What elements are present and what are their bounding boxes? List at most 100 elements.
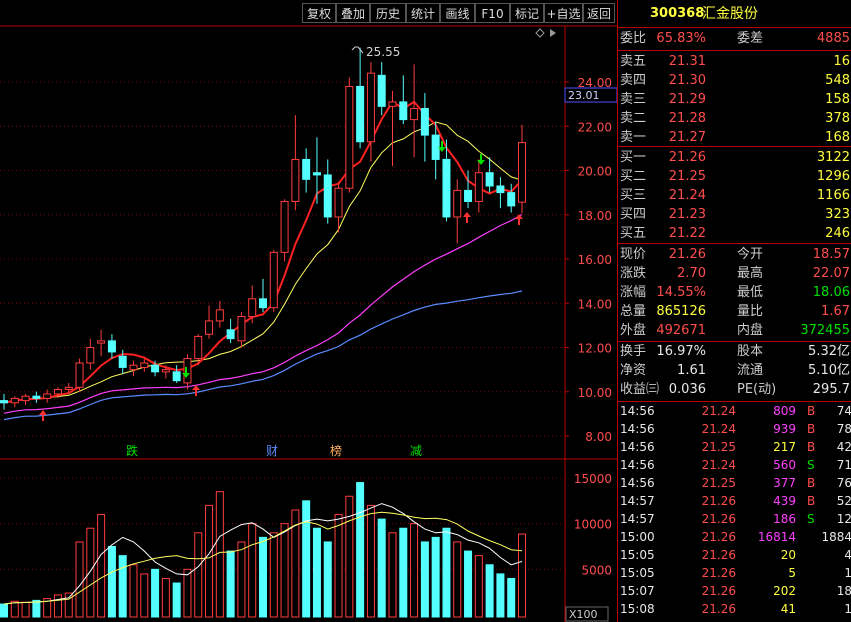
stock-header: 300368 汇金股份	[618, 4, 851, 24]
ma30-line	[3, 213, 523, 414]
ask-row: 卖一 21.27 168	[618, 128, 851, 148]
volume-bar	[32, 599, 41, 618]
stat-value: 22.07	[812, 266, 850, 281]
candle-body	[518, 142, 526, 203]
volume-unit-box	[565, 606, 609, 622]
candle-body	[507, 192, 516, 207]
toolbar-button-7[interactable]: +自选	[544, 3, 583, 23]
candle	[345, 77, 354, 193]
volume-bar	[496, 573, 505, 618]
volume-ma5-line	[3, 503, 523, 605]
candle-body	[302, 158, 311, 180]
candle	[420, 93, 429, 162]
tick-volume: 939	[773, 422, 796, 436]
candle	[388, 90, 397, 167]
toolbar-button-8[interactable]: 返回	[583, 3, 615, 23]
buy-arrow-icon	[515, 214, 523, 225]
tick-volume: 560	[773, 458, 796, 472]
candle-body	[474, 172, 483, 202]
candle-body	[410, 108, 419, 121]
tick-volume: 20	[780, 548, 796, 562]
ask-label: 卖四	[620, 73, 647, 88]
volume-bar	[129, 564, 138, 618]
candle-body	[485, 172, 494, 187]
candle	[399, 75, 408, 125]
tick-count: 1	[844, 566, 851, 580]
stat-value: 865126	[656, 304, 706, 319]
tick-time: 14:56	[620, 440, 655, 454]
volume-bar	[366, 504, 375, 618]
volume-bar	[172, 582, 181, 618]
ask-volume: 16	[833, 54, 850, 69]
stat-value: 18.57	[812, 247, 850, 262]
tick-time: 14:56	[620, 422, 655, 436]
stat-label: 现价	[620, 247, 647, 262]
volume-bar	[323, 541, 332, 618]
stat-value: 1.67	[821, 304, 850, 319]
volume-bar	[442, 527, 451, 618]
volume-tick-label: 5000	[581, 563, 612, 577]
volume-bar	[205, 504, 214, 618]
candle-body	[140, 362, 149, 368]
tick-row: 14:57 21.26 439 B 52	[618, 492, 851, 510]
volume-bar	[518, 533, 526, 618]
tick-count: 18	[836, 584, 851, 598]
volume-bar	[140, 573, 149, 618]
bid-price: 21.24	[668, 188, 706, 203]
stat-label: 量比	[737, 304, 764, 319]
tick-row: 14:56 21.24 809 B 74	[618, 402, 851, 420]
y-tick-label: 14.00	[578, 297, 612, 311]
volume-unit-label: X100	[569, 608, 598, 621]
tick-count: 4	[844, 548, 851, 562]
tick-time: 15:00	[620, 530, 655, 544]
volume-bar	[420, 541, 429, 618]
y-tick-label: 12.00	[578, 342, 612, 356]
volume-bar	[183, 568, 192, 618]
candle	[259, 278, 267, 313]
ask-volume: 548	[825, 73, 850, 88]
bid-volume: 1166	[816, 188, 850, 203]
ask-row: 卖二 21.28 378	[618, 109, 851, 129]
tick-price: 21.25	[701, 476, 736, 490]
stat-value: 372455	[800, 323, 850, 338]
candle	[410, 64, 419, 158]
kline-chart[interactable]: 24.00 22.00 20.00 18.00 16.00 14.00 12.00 10.00…	[0, 0, 617, 622]
volume-bar	[345, 495, 354, 618]
tick-count: 52	[836, 494, 851, 508]
volume-ma10-line	[3, 511, 523, 605]
tick-direction: B	[807, 494, 816, 508]
y-tick-label: 24.00	[578, 76, 612, 90]
volume-bar	[474, 555, 483, 618]
volume-bar	[194, 532, 203, 618]
toolbar-button-6[interactable]: 标记	[510, 3, 544, 23]
tick-row: 15:05 21.26 5 1	[618, 564, 851, 582]
info-row: 换手 16.97% 股本 5.32亿	[618, 342, 851, 362]
tick-row: 14:56 21.25 217 B 42	[618, 438, 851, 456]
event-label: 财	[266, 444, 278, 458]
candle	[366, 62, 375, 162]
candle-body	[205, 320, 214, 335]
diamond-icon	[535, 28, 545, 38]
tick-direction: B	[807, 440, 816, 454]
candle-body	[420, 108, 429, 136]
candle-body	[86, 347, 95, 364]
toolbar-button-0[interactable]: 复权	[302, 3, 336, 23]
tick-price: 21.26	[701, 548, 736, 562]
tick-time: 14:56	[620, 458, 655, 472]
stock-code: 300368	[650, 6, 705, 21]
candle	[237, 312, 246, 348]
bid-price: 21.23	[668, 207, 706, 222]
toolbar-button-5[interactable]: F10	[475, 3, 510, 23]
volume-bar	[280, 523, 289, 618]
y-tick-label: 18.00	[578, 209, 612, 223]
volume-bar	[464, 550, 473, 618]
toolbar-button-2[interactable]: 历史	[370, 3, 406, 23]
buy-arrow-icon	[192, 385, 200, 396]
tick-row: 14:57 21.26 186 S 12	[618, 510, 851, 528]
toolbar-button-1[interactable]: 叠加	[336, 3, 370, 23]
toolbar-button-3[interactable]: 统计	[406, 3, 440, 23]
candle	[377, 62, 386, 116]
volume-bar	[334, 514, 343, 618]
candle-body	[366, 72, 375, 143]
toolbar-button-4[interactable]: 画线	[440, 3, 475, 23]
